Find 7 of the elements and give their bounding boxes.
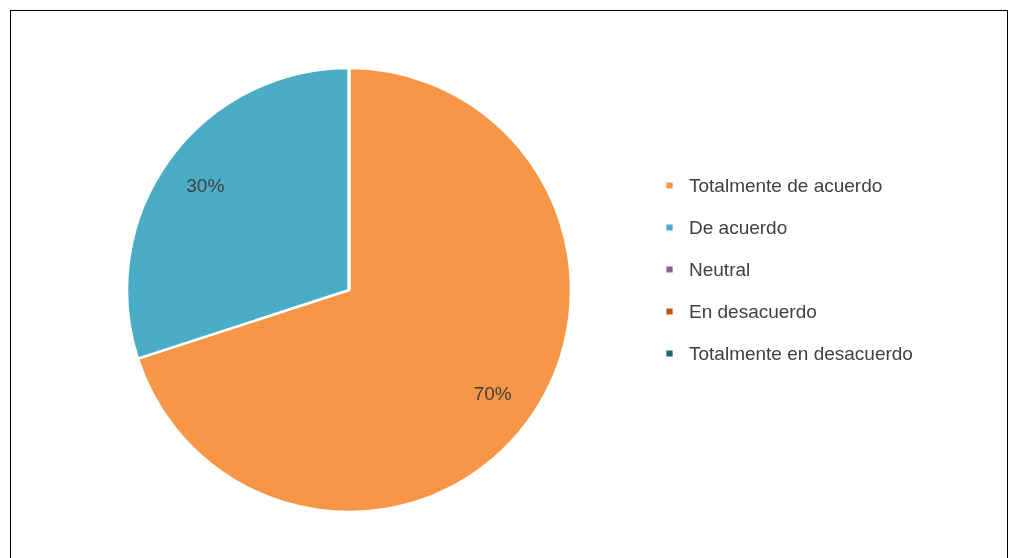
- legend-label: De acuerdo: [689, 216, 788, 238]
- legend-label: Totalmente en desacuerdo: [689, 342, 913, 364]
- legend-label: Totalmente de acuerdo: [689, 174, 883, 196]
- data-label: 70%: [473, 383, 512, 405]
- data-label: 30%: [186, 174, 225, 196]
- legend-label: En desacuerdo: [689, 300, 817, 322]
- legend-label: Neutral: [689, 258, 751, 280]
